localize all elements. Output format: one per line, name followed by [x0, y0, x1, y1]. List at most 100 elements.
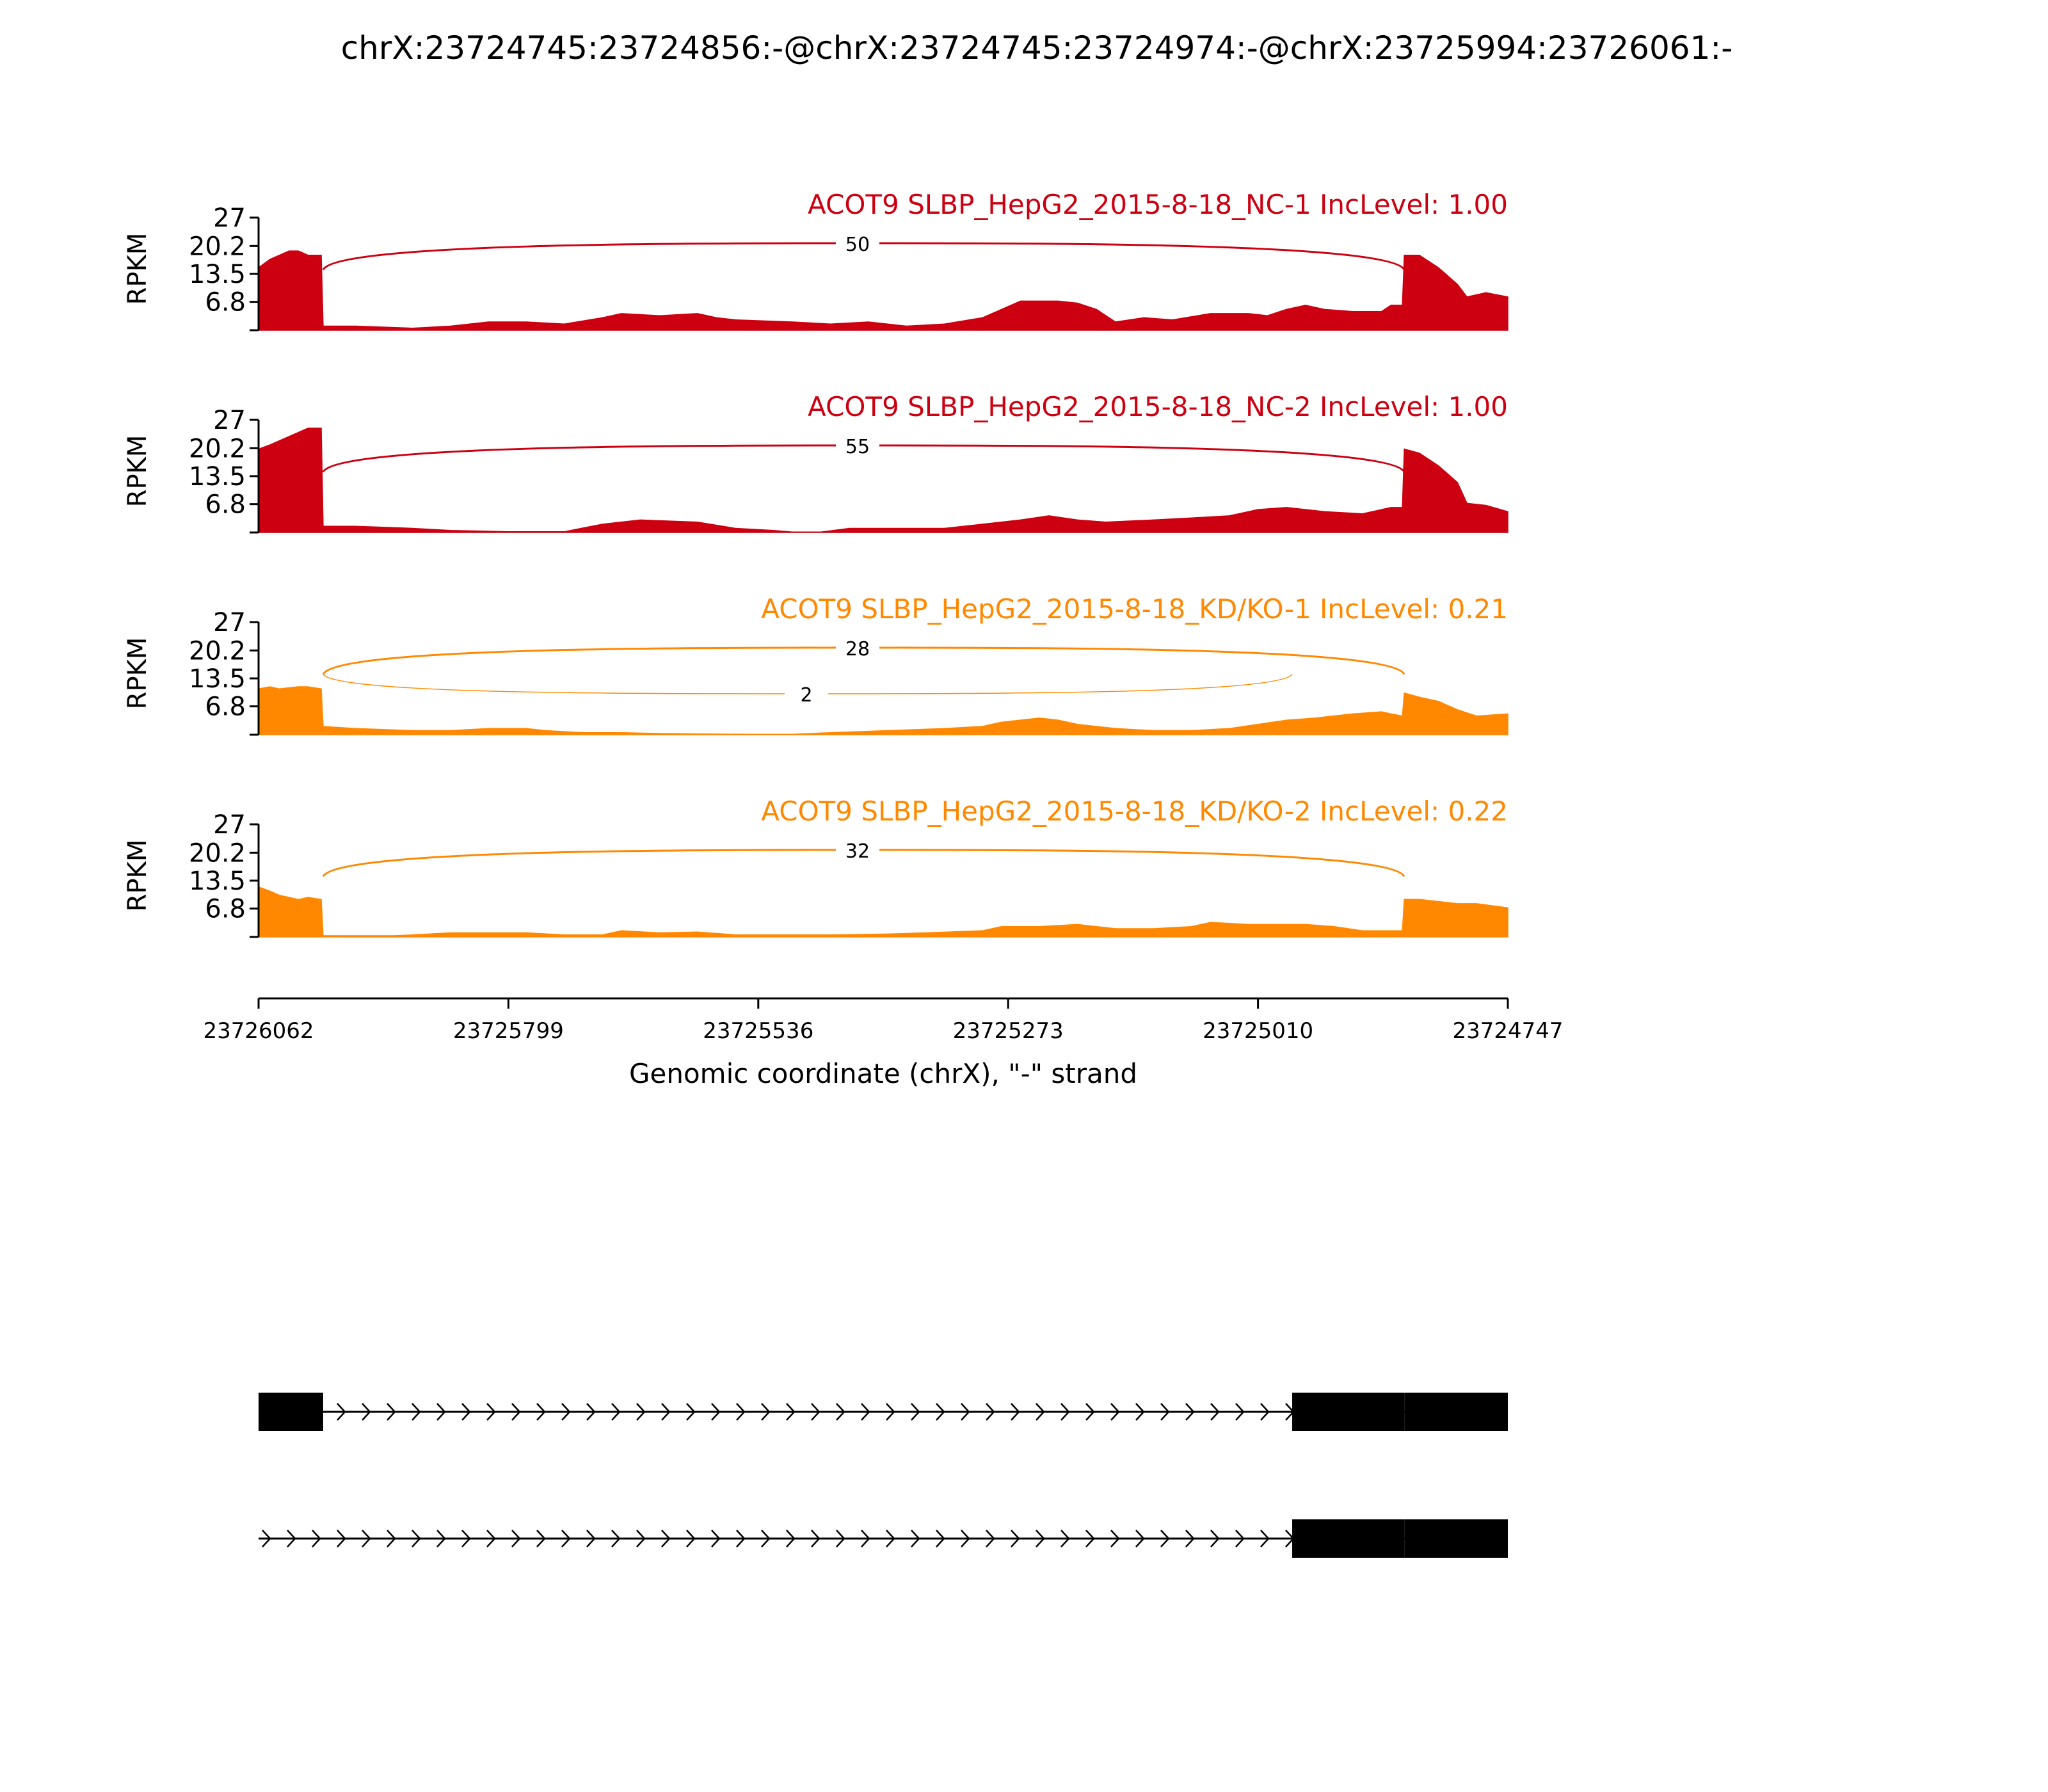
strand-arrow-icon	[936, 1403, 945, 1421]
coverage-area	[258, 428, 1508, 533]
strand-arrow-icon	[511, 1530, 521, 1548]
y-axis-label: RPKM	[123, 435, 152, 508]
y-tick-label: 20.2	[189, 434, 246, 463]
exon-block	[1292, 1519, 1405, 1558]
strand-arrow-icon	[911, 1530, 920, 1548]
panel-label: ACOT9 SLBP_HepG2_2015-8-18_NC-1 IncLevel…	[808, 189, 1508, 220]
strand-arrow-icon	[486, 1403, 496, 1421]
y-tick-label: 13.5	[189, 664, 246, 694]
strand-arrow-icon	[911, 1403, 920, 1421]
exon-block	[259, 1393, 323, 1431]
strand-arrow-icon	[636, 1403, 646, 1421]
strand-arrow-icon	[886, 1530, 895, 1548]
strand-arrow-icon	[1011, 1403, 1020, 1421]
x-axis-label: Genomic coordinate (chrX), "-" strand	[629, 1058, 1137, 1089]
strand-arrow-icon	[337, 1403, 346, 1421]
strand-arrow-icon	[1160, 1403, 1170, 1421]
strand-arrow-icon	[486, 1530, 496, 1548]
strand-arrow-icon	[936, 1530, 945, 1548]
x-axis: 23726062 23725799 23725536 23725273 23725010…	[203, 997, 1564, 1044]
strand-arrow-icon	[362, 1530, 371, 1548]
x-tick-label: 23725799	[453, 1018, 564, 1044]
junction-label-box	[836, 837, 879, 861]
y-tick-label: 6.8	[205, 895, 246, 924]
strand-arrow-icon	[436, 1403, 446, 1421]
strand-arrow-icon	[686, 1530, 696, 1548]
junction-count-label: 55	[845, 436, 870, 458]
strand-arrow-icon	[312, 1530, 321, 1548]
strand-arrow-icon	[1210, 1403, 1220, 1421]
y-tick-label: 13.5	[189, 462, 246, 492]
x-tick-label: 23726062	[203, 1018, 314, 1044]
strand-arrow-icon	[337, 1530, 346, 1548]
coverage-panel: 55 6.813.520.227 RPKM ACOT9 SLBP_HepG2_2015…	[123, 391, 1508, 534]
y-tick-label: 20.2	[189, 232, 246, 261]
y-axis-label: RPKM	[123, 840, 152, 912]
strand-arrow-icon	[1036, 1403, 1045, 1421]
junction-label-box	[836, 230, 879, 255]
strand-arrow-icon	[886, 1403, 895, 1421]
strand-arrow-icon	[611, 1403, 621, 1421]
strand-arrow-icon	[1060, 1403, 1070, 1421]
junction-count-label: 50	[845, 234, 870, 256]
y-tick-label: 6.8	[205, 490, 246, 520]
strand-arrow-icon	[1110, 1530, 1120, 1548]
panel-label: ACOT9 SLBP_HepG2_2015-8-18_KD/KO-1 IncLe…	[761, 593, 1508, 625]
junction-label-box	[836, 635, 879, 659]
coverage-area	[258, 886, 1508, 938]
coverage-panel: 50 6.813.520.227 RPKM ACOT9 SLBP_HepG2_2015…	[123, 189, 1508, 332]
y-axis-label: RPKM	[123, 637, 152, 710]
gene-model	[259, 1393, 1508, 1431]
strand-arrow-icon	[611, 1530, 621, 1548]
strand-arrow-icon	[861, 1403, 870, 1421]
strand-arrow-icon	[536, 1530, 546, 1548]
junction-count-label: 2	[800, 684, 812, 707]
y-tick-label: 13.5	[189, 867, 246, 896]
strand-arrow-icon	[786, 1403, 796, 1421]
strand-arrow-icon	[1260, 1403, 1270, 1421]
gene-model-track	[259, 1393, 1508, 1558]
coverage-panel: 32 6.813.520.227 RPKM ACOT9 SLBP_HepG2_2015…	[123, 796, 1508, 938]
strand-arrow-icon	[1135, 1530, 1145, 1548]
strand-arrow-icon	[387, 1403, 396, 1421]
y-tick-label: 20.2	[189, 636, 246, 666]
strand-arrow-icon	[686, 1403, 696, 1421]
strand-arrow-icon	[836, 1530, 845, 1548]
strand-arrow-icon	[1011, 1530, 1020, 1548]
strand-arrow-icon	[1185, 1530, 1195, 1548]
strand-arrow-icon	[1235, 1530, 1245, 1548]
strand-arrow-icon	[412, 1530, 421, 1548]
strand-arrow-icon	[262, 1530, 271, 1548]
strand-arrow-icon	[1235, 1403, 1245, 1421]
y-tick-label: 6.8	[205, 288, 246, 317]
strand-arrow-icon	[1160, 1530, 1170, 1548]
panel-label: ACOT9 SLBP_HepG2_2015-8-18_NC-2 IncLevel…	[808, 391, 1508, 422]
junction-label-box	[785, 681, 828, 705]
coverage-panel: 28 2 6.813.520.227 RPKM ACOT9 SLBP_HepG2_201…	[123, 593, 1508, 736]
strand-arrow-icon	[661, 1403, 671, 1421]
junction-label-box	[836, 433, 879, 457]
y-tick-label: 20.2	[189, 838, 246, 868]
strand-arrow-icon	[811, 1530, 820, 1548]
strand-arrow-icon	[861, 1530, 870, 1548]
exon-block	[1404, 1519, 1508, 1558]
strand-arrow-icon	[387, 1530, 396, 1548]
strand-arrow-icon	[461, 1403, 471, 1421]
strand-arrow-icon	[586, 1530, 596, 1548]
x-tick-label: 23725273	[953, 1018, 1064, 1044]
y-axis-label: RPKM	[123, 233, 152, 305]
strand-arrow-icon	[661, 1530, 671, 1548]
y-tick-label: 27	[213, 608, 246, 637]
coverage-area	[258, 686, 1508, 735]
figure-title: chrX:23724745:23724856:-@chrX:23724745:2…	[341, 29, 1733, 67]
strand-arrow-icon	[412, 1403, 421, 1421]
x-tick-label: 23724747	[1452, 1018, 1563, 1044]
x-tick-label: 23725536	[703, 1018, 813, 1044]
strand-arrow-icon	[1210, 1530, 1220, 1548]
strand-arrow-icon	[1135, 1403, 1145, 1421]
strand-arrow-icon	[811, 1403, 820, 1421]
strand-arrow-icon	[786, 1530, 796, 1548]
junction-count-label: 32	[845, 840, 870, 863]
strand-arrow-icon	[1110, 1403, 1120, 1421]
